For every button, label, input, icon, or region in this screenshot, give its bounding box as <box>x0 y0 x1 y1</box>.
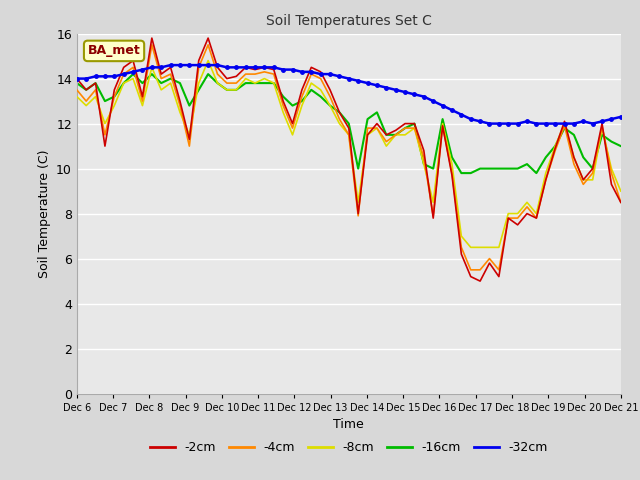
Y-axis label: Soil Temperature (C): Soil Temperature (C) <box>38 149 51 278</box>
X-axis label: Time: Time <box>333 418 364 431</box>
Title: Soil Temperatures Set C: Soil Temperatures Set C <box>266 14 432 28</box>
Legend: -2cm, -4cm, -8cm, -16cm, -32cm: -2cm, -4cm, -8cm, -16cm, -32cm <box>145 436 553 459</box>
Text: BA_met: BA_met <box>88 44 140 58</box>
